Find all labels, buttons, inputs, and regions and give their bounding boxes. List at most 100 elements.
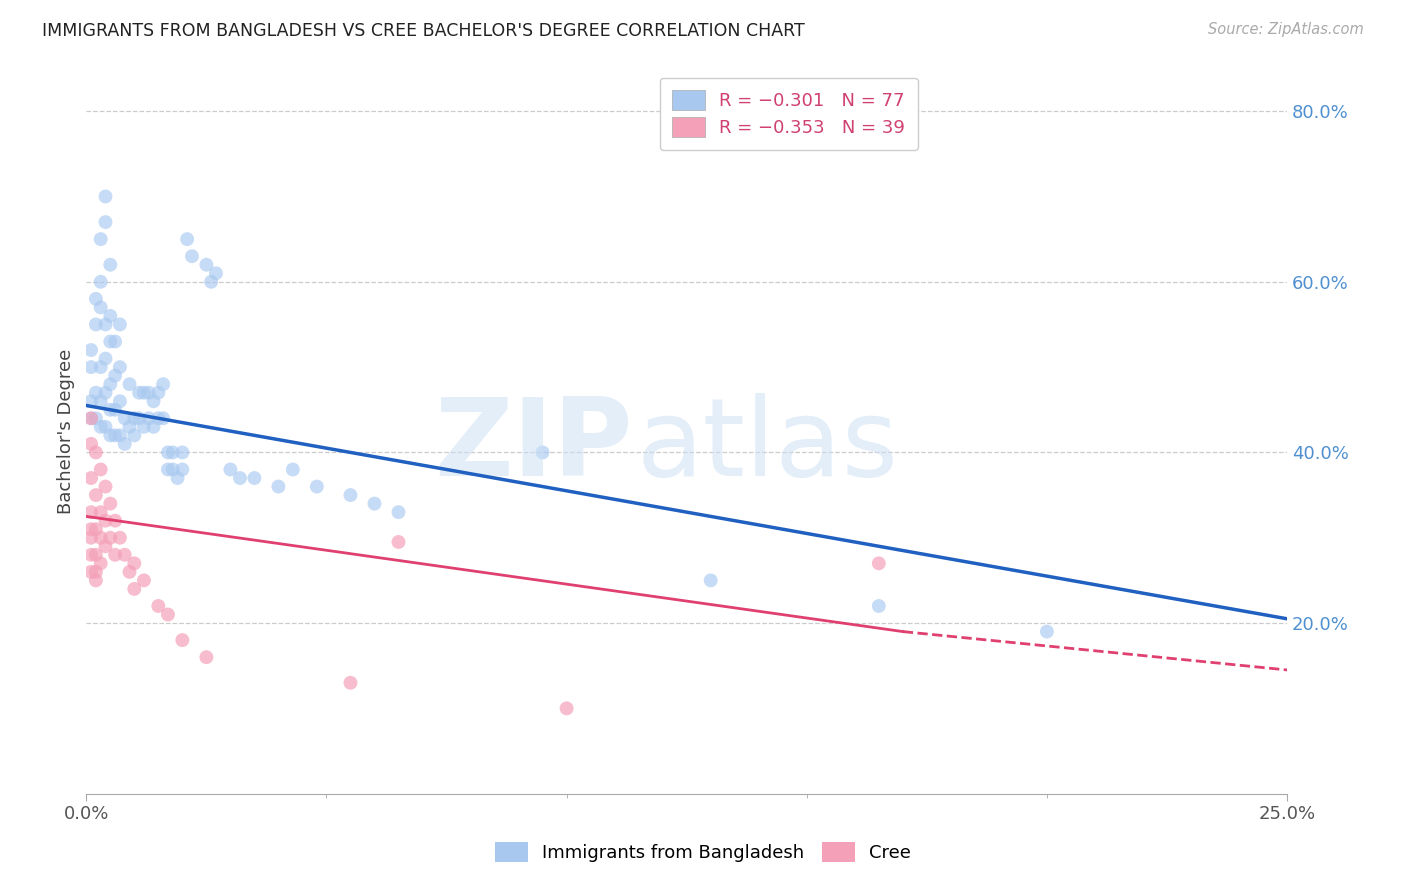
Point [305, 479, 328, 493]
Point [104, 428, 127, 442]
Point [176, 232, 198, 246]
Point [118, 565, 141, 579]
Point [98, 258, 121, 272]
Point [132, 385, 155, 400]
Point [156, 445, 179, 459]
Point [94, 539, 117, 553]
Point [162, 462, 184, 476]
Point [118, 377, 141, 392]
Point [699, 574, 721, 588]
Point [531, 445, 554, 459]
Point [195, 650, 218, 665]
Point [172, 445, 194, 459]
Point [138, 385, 160, 400]
Point [339, 488, 361, 502]
Point [94, 351, 117, 366]
Point [128, 385, 150, 400]
Point [172, 462, 194, 476]
Point [104, 402, 127, 417]
Point [84, 548, 107, 562]
Point [98, 377, 121, 392]
Point [84, 565, 107, 579]
Point [114, 411, 136, 425]
Point [90, 301, 112, 315]
Point [219, 462, 242, 476]
Point [148, 411, 170, 425]
Point [555, 701, 578, 715]
Point [267, 479, 290, 493]
Text: IMMIGRANTS FROM BANGLADESH VS CREE BACHELOR'S DEGREE CORRELATION CHART: IMMIGRANTS FROM BANGLADESH VS CREE BACHE… [42, 22, 804, 40]
Point [94, 479, 117, 493]
Point [108, 394, 131, 409]
Point [243, 471, 266, 485]
Point [387, 505, 409, 519]
Point [132, 420, 155, 434]
Point [98, 497, 121, 511]
Point [868, 599, 890, 613]
Point [98, 334, 121, 349]
Point [94, 215, 117, 229]
Point [80, 531, 103, 545]
Point [156, 607, 179, 622]
Point [108, 428, 131, 442]
Point [205, 266, 228, 280]
Point [118, 420, 141, 434]
Point [868, 557, 890, 571]
Point [148, 599, 170, 613]
Point [94, 385, 117, 400]
Point [166, 471, 188, 485]
Point [200, 275, 222, 289]
Point [124, 557, 146, 571]
Point [80, 394, 103, 409]
Point [90, 462, 112, 476]
Point [281, 462, 304, 476]
Point [162, 445, 184, 459]
Point [90, 360, 112, 375]
Point [94, 514, 117, 528]
Text: Source: ZipAtlas.com: Source: ZipAtlas.com [1208, 22, 1364, 37]
Point [84, 411, 107, 425]
Point [152, 411, 174, 425]
Point [104, 514, 127, 528]
Point [98, 309, 121, 323]
Point [90, 275, 112, 289]
Point [138, 411, 160, 425]
Point [108, 360, 131, 375]
Point [90, 420, 112, 434]
Point [124, 411, 146, 425]
Point [90, 531, 112, 545]
Point [80, 360, 103, 375]
Legend: Immigrants from Bangladesh, Cree: Immigrants from Bangladesh, Cree [488, 835, 918, 870]
Point [84, 522, 107, 536]
Point [104, 368, 127, 383]
Point [1036, 624, 1059, 639]
Point [124, 582, 146, 596]
Point [387, 535, 409, 549]
Point [108, 531, 131, 545]
Point [80, 437, 103, 451]
Point [148, 385, 170, 400]
Point [80, 411, 103, 425]
Point [181, 249, 204, 263]
Point [80, 505, 103, 519]
Point [339, 675, 361, 690]
Point [172, 633, 194, 648]
Point [94, 420, 117, 434]
Point [98, 531, 121, 545]
Point [108, 318, 131, 332]
Point [114, 437, 136, 451]
Point [80, 411, 103, 425]
Point [84, 574, 107, 588]
Point [84, 292, 107, 306]
Point [90, 557, 112, 571]
Point [80, 565, 103, 579]
Point [98, 428, 121, 442]
Point [195, 258, 218, 272]
Point [132, 574, 155, 588]
Point [229, 471, 252, 485]
Legend: R = −0.301   N = 77, R = −0.353   N = 39: R = −0.301 N = 77, R = −0.353 N = 39 [659, 78, 918, 150]
Point [94, 189, 117, 203]
Point [90, 394, 112, 409]
Point [90, 505, 112, 519]
Point [94, 318, 117, 332]
